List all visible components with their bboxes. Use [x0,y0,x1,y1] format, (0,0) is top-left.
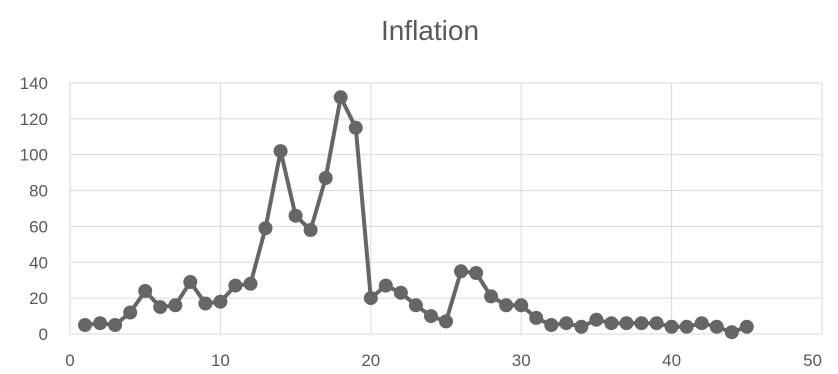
chart-title: Inflation [381,15,479,46]
data-point [529,310,544,325]
data-point [243,276,258,291]
gridlines [69,82,823,335]
y-tick-label: 100 [20,146,48,165]
y-tick-label: 40 [29,253,48,272]
data-point [469,266,484,280]
y-tick-label: 140 [20,74,48,93]
data-point [273,144,288,159]
x-tick-label: 0 [65,351,74,370]
data-point [454,264,468,279]
data-point [619,316,634,331]
data-point [318,171,333,185]
data-point [604,316,619,331]
data-points [78,90,754,340]
data-point [589,312,604,327]
data-point [439,314,453,329]
data-point [634,316,649,331]
data-point [168,298,183,313]
data-point [138,284,153,298]
data-point [559,316,574,331]
y-axis-tick-labels: 0 20 40 60 80 100 120 140 [20,74,48,344]
data-point [108,318,123,332]
data-point [183,275,198,289]
data-point [664,319,679,334]
x-tick-label: 40 [662,351,681,370]
data-point [694,316,709,331]
y-tick-label: 20 [29,289,48,308]
data-point [484,289,499,304]
y-tick-label: 80 [29,182,48,201]
data-point [288,208,303,223]
y-tick-label: 120 [20,110,48,129]
data-point [198,296,213,311]
data-point [213,294,228,309]
data-point [709,319,724,334]
x-axis-tick-labels: 0 10 20 30 40 50 [65,351,822,370]
data-point [153,300,168,315]
data-point [228,278,243,293]
data-point [499,298,514,313]
inflation-series-line [84,95,748,335]
data-point [123,305,138,320]
data-point [679,319,694,334]
data-point [408,298,423,313]
data-point [348,120,363,135]
data-point [78,318,92,332]
x-tick-label: 20 [361,351,380,370]
data-point [93,316,108,331]
y-tick-label: 0 [39,325,48,344]
data-point [363,291,378,306]
y-tick-label: 60 [29,217,48,236]
data-point [544,318,559,332]
x-tick-label: 30 [512,351,531,370]
data-point [514,298,529,313]
data-point [303,223,318,237]
data-point [393,285,408,300]
data-point [649,316,664,331]
data-point [378,278,393,293]
data-point [724,325,739,340]
data-point [258,221,273,236]
x-tick-label: 50 [803,351,822,370]
data-point [424,309,438,324]
data-point [739,319,754,334]
data-point [333,90,348,105]
data-point [574,319,589,334]
x-tick-label: 10 [211,351,230,370]
